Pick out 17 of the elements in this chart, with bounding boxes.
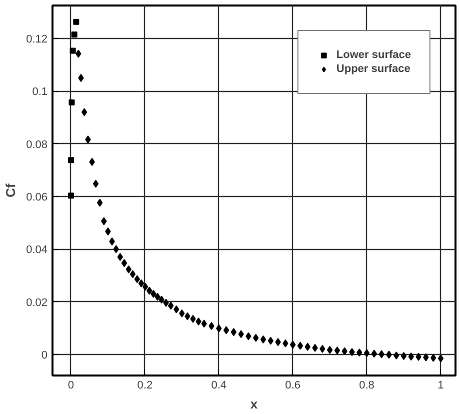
x-axis-title: x (250, 396, 258, 412)
y-axis-title: Cf (3, 182, 18, 198)
y-tick-label: 0.1 (32, 86, 48, 98)
x-tick-label: 0.8 (359, 380, 374, 392)
y-tick-label: 0.02 (26, 296, 48, 309)
y-tick-label: 0.08 (26, 138, 48, 151)
x-tick-label: 0.6 (285, 380, 300, 392)
x-tick-label: 0 (68, 380, 74, 392)
x-tick-label: 0.2 (137, 380, 153, 392)
y-tick-label: 0 (41, 349, 48, 362)
x-tick-label: 1 (438, 380, 444, 392)
x-tick-label: 0.4 (211, 380, 227, 392)
legend-label: Upper surface (336, 63, 410, 75)
y-tick-label: 0.12 (26, 33, 48, 46)
legend-label: Lower surface (336, 49, 411, 61)
y-tick-label: 0.04 (26, 244, 48, 256)
y-tick-label: 0.06 (26, 191, 48, 204)
